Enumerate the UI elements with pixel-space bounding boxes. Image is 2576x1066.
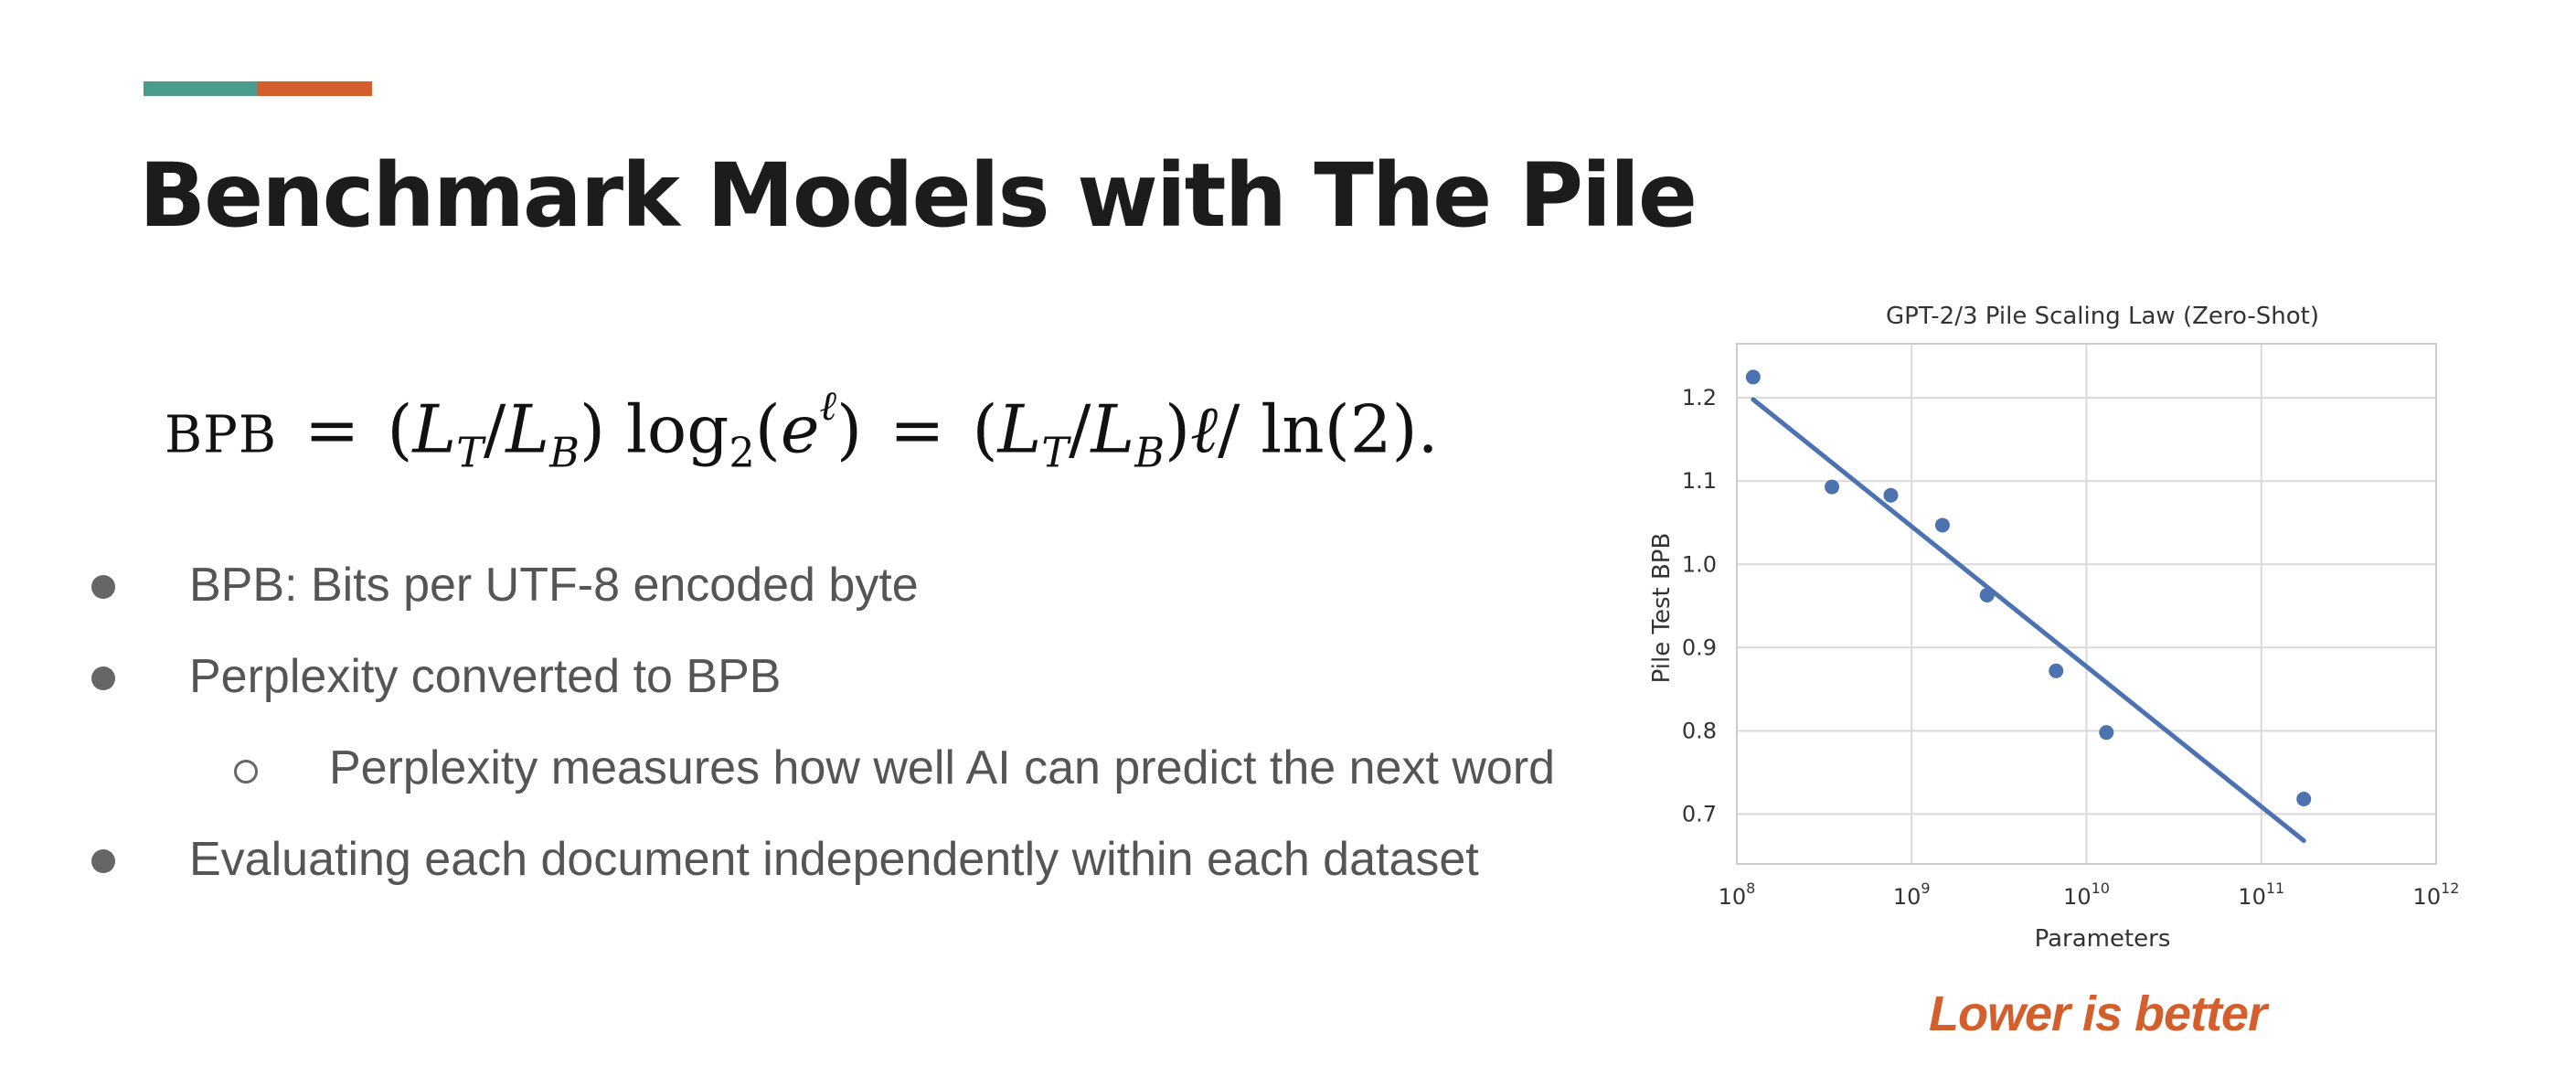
chart-grid — [1736, 344, 2437, 864]
scaling-law-chart: GPT-2/3 Pile Scaling Law (Zero-Shot) 108… — [1648, 303, 2460, 953]
bpb-formula: BPB = (LT/LB) log2(eℓ) = (LT/LB)ℓ/ ln(2). — [165, 382, 1439, 477]
bullet-item: Evaluating each document independently w… — [189, 833, 1479, 886]
fit-line — [1751, 397, 2306, 844]
x-axis-label: Parameters — [2035, 925, 2171, 953]
bullet-item: BPB: Bits per UTF-8 encoded byte — [189, 559, 919, 612]
y-tick-label: 1.2 — [1682, 385, 1717, 410]
data-point — [1979, 587, 1995, 602]
plot-frame — [1736, 343, 2437, 865]
x-tick-label: 108 — [1719, 879, 1756, 910]
axis-ticks: 108 109 1010 1011 1012 0.7 0.8 0.9 1.0 1.1 1.2 — [1682, 385, 2460, 910]
y-tick-label: 0.9 — [1682, 634, 1717, 660]
bullet-marker — [91, 575, 115, 599]
sub-bullet-item: Perplexity measures how well AI can pred… — [329, 741, 1556, 794]
chart-series — [1745, 369, 2312, 844]
slide-title: Benchmark Models with The Pile — [139, 144, 1698, 247]
x-tick-label: 109 — [1893, 879, 1931, 910]
data-point — [2099, 725, 2114, 741]
sub-bullet-marker — [234, 760, 258, 784]
bullet-item: Perplexity converted to BPB — [189, 650, 782, 703]
data-point — [2049, 663, 2064, 678]
bullet-marker — [91, 849, 115, 873]
y-tick-label: 1.0 — [1682, 551, 1717, 577]
data-point — [1934, 517, 1950, 533]
accent-bar-orange — [258, 81, 372, 96]
data-point — [2296, 791, 2312, 806]
x-tick-label: 1011 — [2238, 879, 2284, 910]
x-tick-label: 1012 — [2413, 879, 2460, 910]
data-point — [1883, 487, 1899, 503]
accent-bar-teal — [144, 81, 258, 96]
data-point — [1745, 369, 1761, 385]
formula-lhs: BPB — [165, 405, 277, 465]
data-point — [1825, 479, 1840, 495]
y-tick-label: 1.1 — [1682, 468, 1717, 494]
chart-title: GPT-2/3 Pile Scaling Law (Zero-Shot) — [1886, 303, 2319, 330]
y-tick-label: 0.8 — [1682, 718, 1717, 743]
x-tick-label: 1010 — [2063, 879, 2110, 910]
y-tick-label: 0.7 — [1682, 801, 1717, 826]
y-axis-label: Pile Test BPB — [1648, 533, 1676, 684]
caption-lower-is-better: Lower is better — [1929, 986, 2267, 1041]
bullet-marker — [91, 666, 115, 690]
